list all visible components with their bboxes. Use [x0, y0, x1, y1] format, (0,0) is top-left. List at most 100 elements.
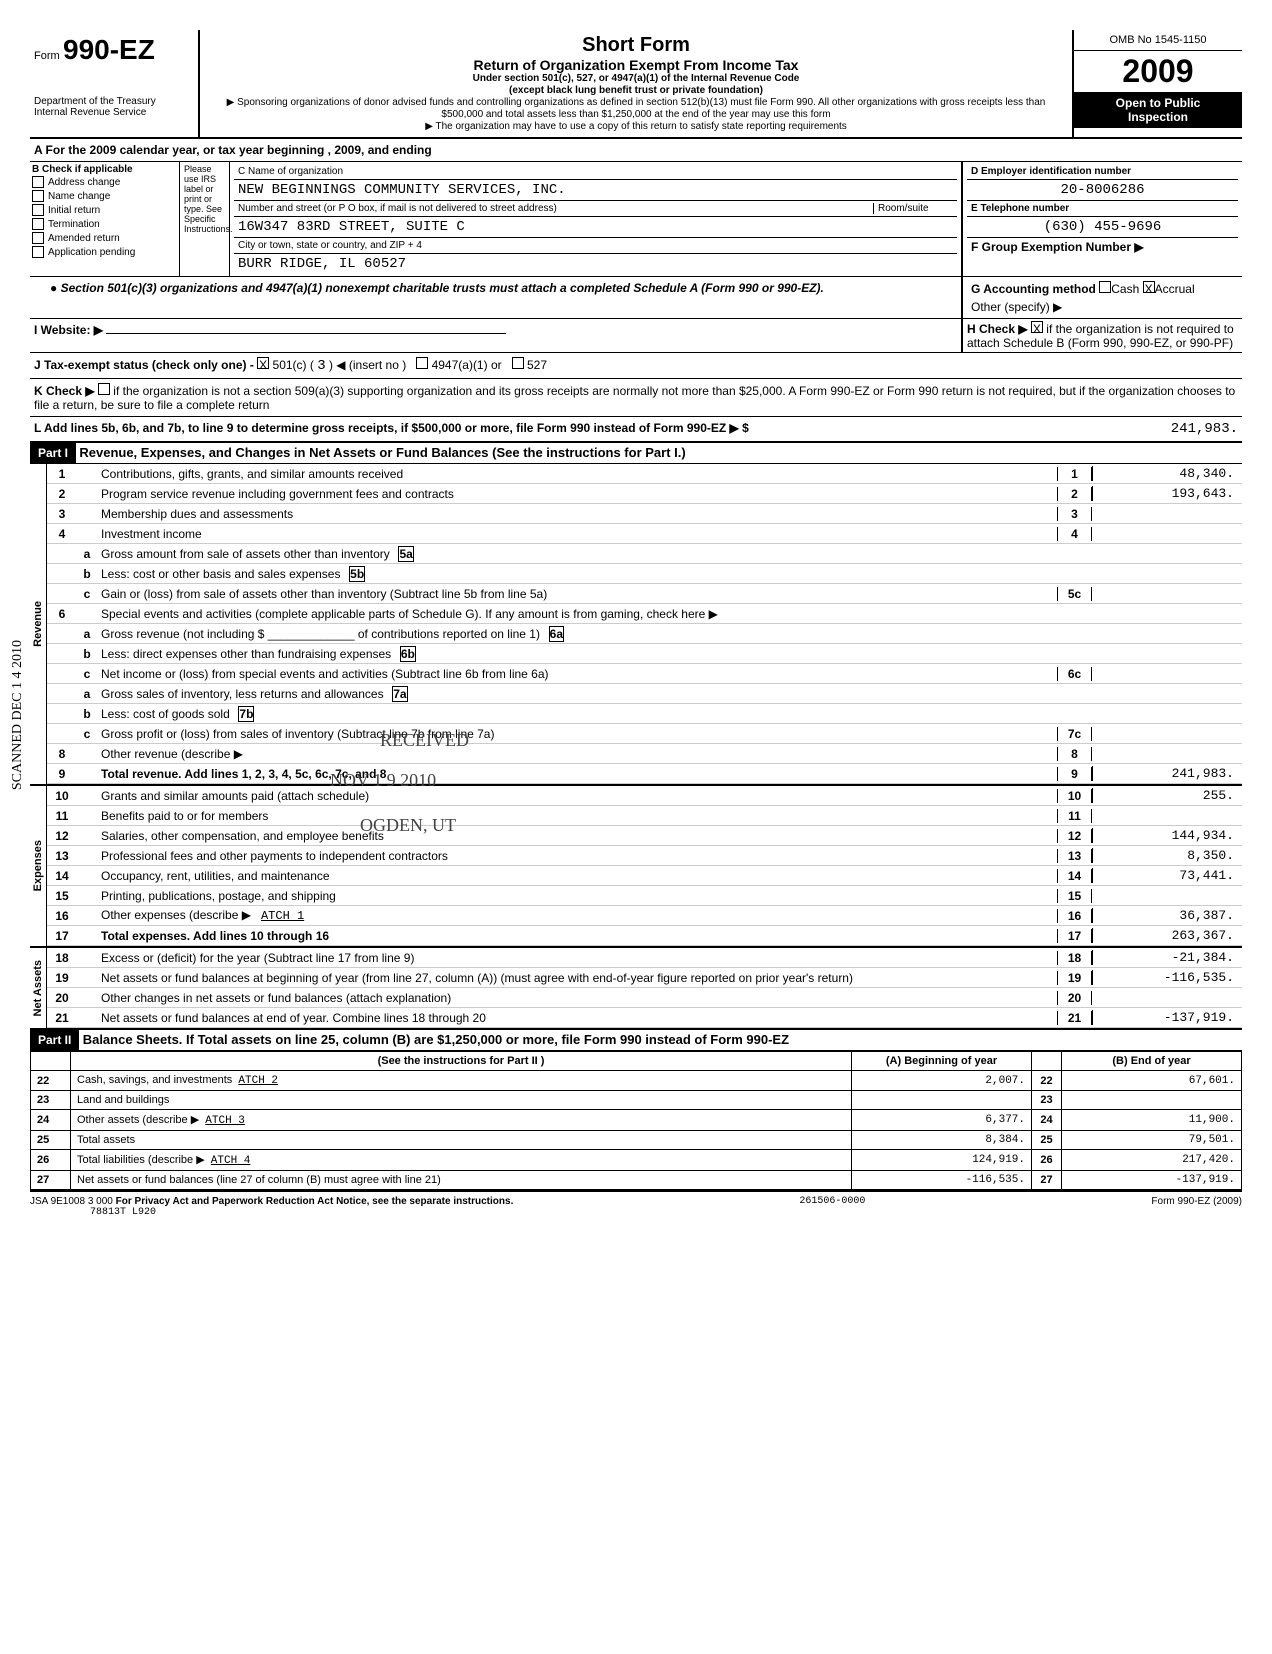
line-17: 17Total expenses. Add lines 10 through 1… [47, 926, 1242, 946]
h-check-label: H Check ▶ [967, 322, 1028, 336]
accrual-label: Accrual [1155, 282, 1195, 296]
amended-label: Amended return [48, 233, 120, 244]
j-527-checkbox[interactable] [512, 357, 524, 369]
exception-line: (except black lung benefit trust or priv… [208, 85, 1064, 97]
org-info-row: B Check if applicable Address change Nam… [30, 162, 1242, 277]
tel-value: (630) 455-9696 [967, 217, 1238, 238]
date-stamp: NOV 1 9 2010 [330, 770, 436, 791]
j-4947-checkbox[interactable] [416, 357, 428, 369]
termination-label: Termination [48, 219, 100, 230]
line-5a: aGross amount from sale of assets other … [47, 544, 1242, 564]
year-suffix: 09 [1158, 53, 1194, 89]
k-label: K Check ▶ [34, 384, 95, 398]
section-b-title: B Check if applicable [32, 164, 177, 175]
balance-row-25: 25Total assets8,384.2579,501. [31, 1131, 1242, 1150]
short-form-title: Short Form [208, 34, 1064, 57]
irs-instr: Please use IRS label or print or type. S… [180, 162, 230, 276]
part1-label: Part I [30, 443, 76, 463]
jsa-code: JSA 9E1008 3 000 [30, 1196, 113, 1207]
group-label: F Group Exemption Number ▶ [967, 238, 1238, 256]
room-label: Room/suite [873, 203, 953, 214]
year-prefix: 20 [1122, 53, 1158, 89]
name-change-label: Name change [48, 191, 110, 202]
form-footer: JSA 9E1008 3 000 For Privacy Act and Pap… [30, 1190, 1242, 1218]
line-20: 20Other changes in net assets or fund ba… [47, 988, 1242, 1008]
line-18: 18Excess or (deficit) for the year (Subt… [47, 948, 1242, 968]
org-address: 16W347 83RD STREET, SUITE C [234, 217, 957, 238]
line-b: bLess: cost or other basis and sales exp… [47, 564, 1242, 584]
line-11: 11Benefits paid to or for members11 [47, 806, 1242, 826]
omb-number: OMB No 1545-1150 [1074, 30, 1242, 51]
expenses-vertical-label: Expenses [30, 836, 46, 895]
pending-label: Application pending [48, 247, 135, 258]
desc1: ▶ Sponsoring organizations of donor advi… [208, 97, 1064, 121]
org-name: NEW BEGINNINGS COMMUNITY SERVICES, INC. [234, 180, 957, 201]
line-12: 12Salaries, other compensation, and empl… [47, 826, 1242, 846]
irs-label: Internal Revenue Service [34, 107, 194, 118]
part2-label: Part II [30, 1030, 79, 1050]
j-4947: 4947(a)(1) or [432, 358, 502, 372]
col-a-header: (A) Beginning of year [852, 1052, 1032, 1071]
footer-acct: 261506-0000 [799, 1196, 865, 1218]
line-7a: aGross sales of inventory, less returns … [47, 684, 1242, 704]
line-10: 10Grants and similar amounts paid (attac… [47, 786, 1242, 806]
line-4: 4Investment income4 [47, 524, 1242, 544]
form-prefix: Form [34, 50, 60, 62]
j-527: 527 [527, 358, 547, 372]
checkbox-name-change[interactable] [32, 190, 44, 202]
privacy-notice: For Privacy Act and Paperwork Reduction … [116, 1196, 514, 1207]
website-field[interactable] [106, 333, 506, 334]
line-16: 16Other expenses (describe ▶ ATCH 11636,… [47, 906, 1242, 926]
checkbox-address-change[interactable] [32, 176, 44, 188]
other-specify: Other (specify) ▶ [967, 298, 1238, 316]
k-checkbox[interactable] [98, 383, 110, 395]
part1-title: Revenue, Expenses, and Changes in Net As… [79, 445, 685, 460]
cash-checkbox[interactable] [1099, 281, 1111, 293]
j-insert: ) ◀ (insert no ) [329, 358, 406, 372]
return-subtitle: Return of Organization Exempt From Incom… [208, 57, 1064, 73]
revenue-vertical-label: Revenue [30, 597, 46, 651]
accrual-checkbox[interactable]: X [1143, 281, 1155, 293]
form-number: 990-EZ [63, 34, 155, 65]
received-stamp: RECEIVED [380, 730, 469, 751]
revenue-section: Revenue 1Contributions, gifts, grants, a… [30, 464, 1242, 786]
addr-label: Number and street (or P O box, if mail i… [238, 203, 873, 214]
org-city: BURR RIDGE, IL 60527 [234, 254, 957, 274]
line-b: bLess: cost of goods sold 7b [47, 704, 1242, 724]
h-checkbox[interactable]: X [1031, 321, 1043, 333]
part2-title: Balance Sheets. If Total assets on line … [83, 1032, 789, 1047]
line-b: bLess: direct expenses other than fundra… [47, 644, 1242, 664]
netassets-section: Net Assets 18Excess or (deficit) for the… [30, 948, 1242, 1030]
checkbox-initial-return[interactable] [32, 204, 44, 216]
website-label: I Website: ▶ [34, 323, 103, 337]
cash-label: Cash [1111, 282, 1139, 296]
j-501c-checkbox[interactable]: X [257, 357, 269, 369]
initial-return-label: Initial return [48, 205, 100, 216]
sched-a-note: ● Section 501(c)(3) organizations and 49… [30, 277, 962, 318]
ogden-stamp: OGDEN, UT [360, 815, 456, 836]
side-stamp: SCANNED DEC 1 4 2010 [10, 640, 26, 790]
l-value: 241,983. [1088, 421, 1238, 437]
open-public: Open to Public [1078, 96, 1238, 110]
part2-instr: (See the instructions for Part II ) [71, 1052, 852, 1071]
inspection: Inspection [1078, 110, 1238, 124]
line-14: 14Occupancy, rent, utilities, and mainte… [47, 866, 1242, 886]
line-6c: cNet income or (loss) from special event… [47, 664, 1242, 684]
checkbox-amended[interactable] [32, 232, 44, 244]
balance-row-24: 24Other assets (describe ▶ ATCH 36,377.2… [31, 1110, 1242, 1131]
line-21: 21Net assets or fund balances at end of … [47, 1008, 1242, 1028]
j-501c: 501(c) ( [273, 358, 314, 372]
line-7c: cGross profit or (loss) from sales of in… [47, 724, 1242, 744]
footer-code: 78813T L920 [90, 1207, 513, 1218]
line-19: 19Net assets or fund balances at beginni… [47, 968, 1242, 988]
balance-row-23: 23Land and buildings23 [31, 1091, 1242, 1110]
checkbox-termination[interactable] [32, 218, 44, 230]
line-2: 2Program service revenue including gover… [47, 484, 1242, 504]
form-header: Form 990-EZ Department of the Treasury I… [30, 30, 1242, 139]
checkbox-pending[interactable] [32, 246, 44, 258]
org-name-label: C Name of organization [234, 164, 957, 180]
desc2: ▶ The organization may have to use a cop… [208, 121, 1064, 133]
footer-form: Form 990-EZ (2009) [1151, 1196, 1242, 1218]
j-label: J Tax-exempt status (check only one) - [34, 358, 254, 372]
line-1: 1Contributions, gifts, grants, and simil… [47, 464, 1242, 484]
